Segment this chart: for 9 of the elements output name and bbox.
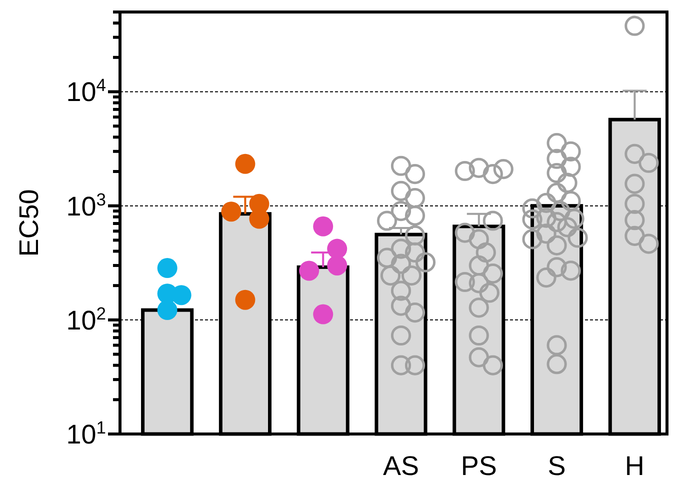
x-tick-label: AS [382, 451, 420, 481]
y-tick-label: 10$^{3}$ [66, 189, 106, 222]
y-tick-label: 10$^{4}$ [66, 75, 106, 108]
x-tick-label: S [548, 451, 566, 481]
x-tick-label: H [624, 451, 644, 481]
y-tick-label: 10$^{1}$ [66, 417, 106, 450]
y-axis-title: EC50 [14, 189, 44, 257]
x-tick-label: PS [460, 451, 497, 481]
y-tick-label: 10$^{2}$ [66, 303, 106, 336]
